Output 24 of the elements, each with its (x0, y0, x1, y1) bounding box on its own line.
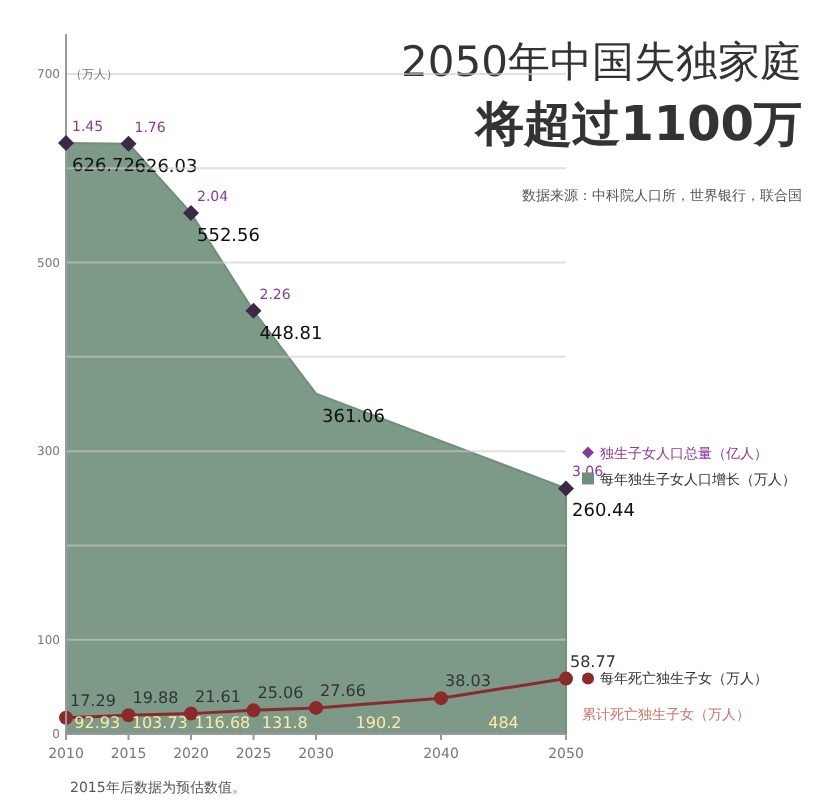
data-label: 58.77 (570, 652, 616, 671)
text: 将超过1100万 (472, 96, 802, 152)
data-label: 38.03 (445, 672, 491, 691)
data-label: 27.66 (320, 681, 366, 700)
data-label: 21.61 (195, 687, 241, 706)
annotation: 484 (488, 714, 519, 733)
annotation: 103.73 (131, 714, 188, 733)
point (246, 703, 261, 718)
data-label: 626.72 (72, 157, 135, 178)
data-label: 361.06 (322, 407, 386, 428)
chart-title: 2050年中国失独家庭 (401, 38, 802, 86)
point (309, 700, 323, 715)
annotation: 190.2 (355, 714, 402, 733)
point (434, 691, 448, 706)
data-label: 19.88 (132, 689, 179, 708)
data-label: 626.03 (134, 157, 198, 178)
data-label: 260.44 (572, 502, 636, 523)
annotation: 116.68 (194, 714, 251, 733)
annotation: 131.8 (261, 714, 308, 733)
point (559, 671, 573, 686)
annotation: 92.93 (74, 714, 121, 733)
point (121, 708, 136, 723)
data-label: 17.29 (70, 691, 116, 710)
data-label: 25.06 (257, 684, 304, 703)
